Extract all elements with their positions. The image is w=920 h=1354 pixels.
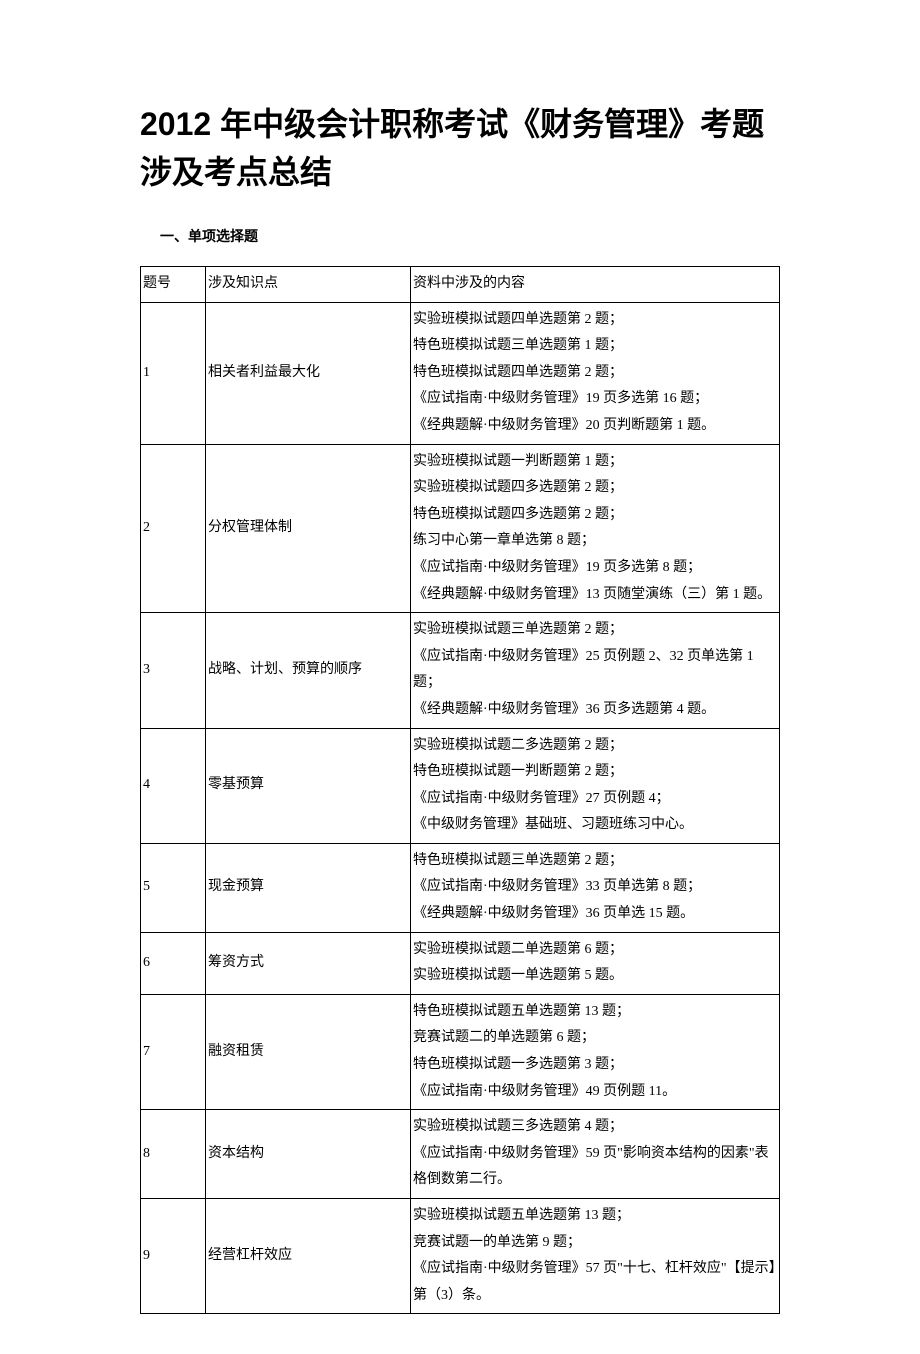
content-line: 《应试指南·中级财务管理》27 页例题 4； [413, 786, 777, 813]
table-row: 5现金预算特色班模拟试题三单选题第 2 题；《应试指南·中级财务管理》33 页单… [141, 843, 780, 932]
content-line: 竞赛试题一的单选第 9 题； [413, 1230, 777, 1257]
cell-num: 3 [141, 613, 206, 728]
content-line: 特色班模拟试题一多选题第 3 题； [413, 1052, 777, 1079]
content-line: 《应试指南·中级财务管理》25 页例题 2、32 页单选第 1 题； [413, 644, 777, 697]
content-line: 《应试指南·中级财务管理》19 页多选第 16 题； [413, 386, 777, 413]
table-header-row: 题号涉及知识点资料中涉及的内容 [141, 267, 780, 303]
content-line: 练习中心第一章单选第 8 题； [413, 528, 777, 555]
content-line: 《应试指南·中级财务管理》19 页多选第 8 题； [413, 555, 777, 582]
content-line: 特色班模拟试题四单选题第 2 题； [413, 360, 777, 387]
cell-content: 特色班模拟试题五单选题第 13 题；竞赛试题二的单选题第 6 题；特色班模拟试题… [411, 994, 780, 1109]
content-line: 实验班模拟试题五单选题第 13 题； [413, 1203, 777, 1230]
content-line: 特色班模拟试题五单选题第 13 题； [413, 999, 777, 1026]
cell-topic: 现金预算 [206, 843, 411, 932]
cell-topic: 相关者利益最大化 [206, 302, 411, 444]
content-line: 实验班模拟试题二单选题第 6 题； [413, 937, 777, 964]
content-line: 特色班模拟试题四多选题第 2 题； [413, 502, 777, 529]
cell-content: 实验班模拟试题二单选题第 6 题；实验班模拟试题一单选题第 5 题。 [411, 932, 780, 994]
content-line: 实验班模拟试题一判断题第 1 题； [413, 449, 777, 476]
content-line: 实验班模拟试题二多选题第 2 题； [413, 733, 777, 760]
header-col-topic: 涉及知识点 [206, 267, 411, 303]
cell-num: 2 [141, 444, 206, 613]
content-line: 特色班模拟试题三单选题第 1 题； [413, 333, 777, 360]
table-row: 8资本结构实验班模拟试题三多选题第 4 题；《应试指南·中级财务管理》59 页"… [141, 1110, 780, 1199]
content-line: 《经典题解·中级财务管理》36 页单选 15 题。 [413, 901, 777, 928]
cell-content: 实验班模拟试题三多选题第 4 题；《应试指南·中级财务管理》59 页"影响资本结… [411, 1110, 780, 1199]
cell-topic: 筹资方式 [206, 932, 411, 994]
content-line: 《经典题解·中级财务管理》36 页多选题第 4 题。 [413, 697, 777, 724]
cell-num: 8 [141, 1110, 206, 1199]
content-line: 特色班模拟试题一判断题第 2 题； [413, 759, 777, 786]
content-line: 《经典题解·中级财务管理》20 页判断题第 1 题。 [413, 413, 777, 440]
content-line: 《应试指南·中级财务管理》57 页"十七、杠杆效应"【提示】第（3）条。 [413, 1256, 777, 1309]
cell-content: 实验班模拟试题二多选题第 2 题；特色班模拟试题一判断题第 2 题；《应试指南·… [411, 728, 780, 843]
cell-num: 5 [141, 843, 206, 932]
header-col-content: 资料中涉及的内容 [411, 267, 780, 303]
content-line: 《应试指南·中级财务管理》59 页"影响资本结构的因素"表格倒数第二行。 [413, 1141, 777, 1194]
content-line: 《应试指南·中级财务管理》49 页例题 11。 [413, 1079, 777, 1106]
cell-topic: 分权管理体制 [206, 444, 411, 613]
document-page: 2012 年中级会计职称考试《财务管理》考题涉及考点总结 一、单项选择题 题号涉… [0, 0, 920, 1354]
table-row: 9经营杠杆效应实验班模拟试题五单选题第 13 题；竞赛试题一的单选第 9 题；《… [141, 1199, 780, 1314]
cell-num: 9 [141, 1199, 206, 1314]
content-line: 实验班模拟试题三单选题第 2 题； [413, 617, 777, 644]
table-row: 6筹资方式实验班模拟试题二单选题第 6 题；实验班模拟试题一单选题第 5 题。 [141, 932, 780, 994]
cell-topic: 零基预算 [206, 728, 411, 843]
document-title: 2012 年中级会计职称考试《财务管理》考题涉及考点总结 [140, 100, 780, 196]
cell-num: 6 [141, 932, 206, 994]
cell-num: 4 [141, 728, 206, 843]
exam-topics-table: 题号涉及知识点资料中涉及的内容1相关者利益最大化实验班模拟试题四单选题第 2 题… [140, 266, 780, 1314]
table-row: 7融资租赁特色班模拟试题五单选题第 13 题；竞赛试题二的单选题第 6 题；特色… [141, 994, 780, 1109]
cell-topic: 战略、计划、预算的顺序 [206, 613, 411, 728]
cell-topic: 经营杠杆效应 [206, 1199, 411, 1314]
cell-content: 特色班模拟试题三单选题第 2 题；《应试指南·中级财务管理》33 页单选第 8 … [411, 843, 780, 932]
content-line: 实验班模拟试题四单选题第 2 题； [413, 307, 777, 334]
table-row: 3战略、计划、预算的顺序实验班模拟试题三单选题第 2 题；《应试指南·中级财务管… [141, 613, 780, 728]
content-line: 实验班模拟试题一单选题第 5 题。 [413, 963, 777, 990]
content-line: 竞赛试题二的单选题第 6 题； [413, 1025, 777, 1052]
cell-num: 1 [141, 302, 206, 444]
cell-content: 实验班模拟试题五单选题第 13 题；竞赛试题一的单选第 9 题；《应试指南·中级… [411, 1199, 780, 1314]
cell-content: 实验班模拟试题一判断题第 1 题；实验班模拟试题四多选题第 2 题；特色班模拟试… [411, 444, 780, 613]
table-row: 2分权管理体制实验班模拟试题一判断题第 1 题；实验班模拟试题四多选题第 2 题… [141, 444, 780, 613]
content-line: 实验班模拟试题三多选题第 4 题； [413, 1114, 777, 1141]
content-line: 《应试指南·中级财务管理》33 页单选第 8 题； [413, 874, 777, 901]
table-row: 1相关者利益最大化实验班模拟试题四单选题第 2 题；特色班模拟试题三单选题第 1… [141, 302, 780, 444]
cell-content: 实验班模拟试题四单选题第 2 题；特色班模拟试题三单选题第 1 题；特色班模拟试… [411, 302, 780, 444]
cell-topic: 资本结构 [206, 1110, 411, 1199]
cell-content: 实验班模拟试题三单选题第 2 题；《应试指南·中级财务管理》25 页例题 2、3… [411, 613, 780, 728]
header-col-num: 题号 [141, 267, 206, 303]
cell-topic: 融资租赁 [206, 994, 411, 1109]
content-line: 《中级财务管理》基础班、习题班练习中心。 [413, 812, 777, 839]
section-header: 一、单项选择题 [160, 226, 780, 246]
content-line: 《经典题解·中级财务管理》13 页随堂演练（三）第 1 题。 [413, 582, 777, 609]
content-line: 实验班模拟试题四多选题第 2 题； [413, 475, 777, 502]
cell-num: 7 [141, 994, 206, 1109]
content-line: 特色班模拟试题三单选题第 2 题； [413, 848, 777, 875]
table-row: 4零基预算实验班模拟试题二多选题第 2 题；特色班模拟试题一判断题第 2 题；《… [141, 728, 780, 843]
